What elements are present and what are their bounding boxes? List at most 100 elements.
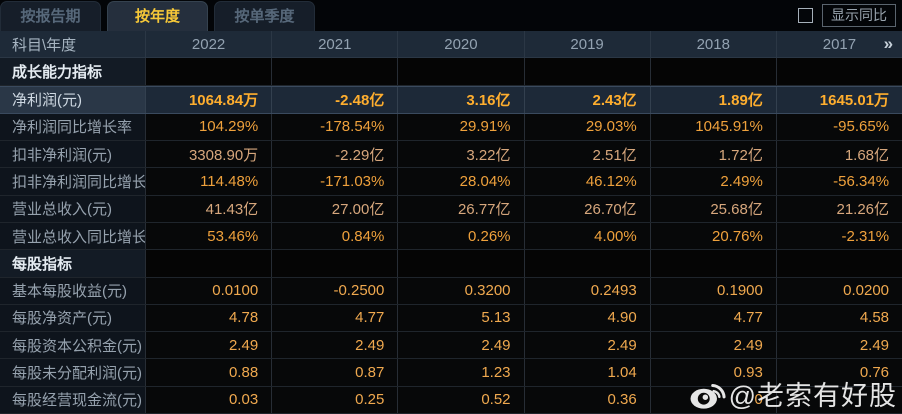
value-cell: 104.29% bbox=[145, 113, 272, 141]
table-row[interactable]: 扣非净利润同比增长率114.48%-171.03%28.04%46.12%2.4… bbox=[0, 168, 902, 196]
value-cell: 4.77 bbox=[649, 304, 776, 332]
more-years-icon[interactable]: » bbox=[883, 34, 894, 54]
value-cell: 0.25 bbox=[271, 386, 398, 413]
value-cell: 1045.91% bbox=[649, 113, 776, 141]
value-cell: 114.48% bbox=[145, 168, 272, 195]
row-label: 扣非净利润(元) bbox=[0, 141, 145, 168]
value-cell bbox=[649, 58, 776, 85]
value-cell: 29.91% bbox=[397, 113, 524, 141]
row-label: 净利润(元) bbox=[0, 86, 145, 113]
value-cell: 4.77 bbox=[271, 304, 398, 332]
value-cell bbox=[271, 250, 398, 277]
row-label: 扣非净利润同比增长率 bbox=[0, 168, 145, 195]
show-yoy-button[interactable]: 显示同比 bbox=[822, 4, 896, 27]
value-cell: 53.46% bbox=[145, 222, 272, 250]
value-cell bbox=[397, 250, 524, 277]
table-row[interactable]: 基本每股收益(元) 0.0100 -0.2500 0.3200 0.2493 0.1900… bbox=[0, 277, 902, 305]
value-cell: -2.48亿 bbox=[271, 86, 398, 113]
value-cell: 0.76 bbox=[775, 359, 902, 386]
value-cell: 0.2493 bbox=[523, 277, 650, 304]
value-cell: -0.2500 bbox=[271, 277, 398, 304]
value-cell: 1.23 bbox=[397, 359, 524, 386]
value-cell: 29.03% bbox=[523, 113, 650, 141]
value-cell: 4.00% bbox=[523, 222, 650, 250]
row-label: 成长能力指标 bbox=[0, 58, 145, 85]
value-cell: 1645.01万 bbox=[775, 86, 902, 113]
value-cell: 0.93 bbox=[649, 359, 776, 386]
row-label: 营业总收入(元) bbox=[0, 195, 145, 222]
value-cell: 25.68亿 bbox=[649, 195, 776, 222]
table-row[interactable]: 净利润(元) 1064.84万 -2.48亿 3.16亿 2.43亿 1.89亿 1645.… bbox=[0, 85, 902, 114]
value-cell: 1.89亿 bbox=[649, 86, 776, 113]
value-cell: 20.76% bbox=[649, 222, 776, 250]
tab-by-report-period[interactable]: 按报告期 bbox=[0, 1, 101, 31]
value-cell: 2.49 bbox=[271, 332, 398, 359]
value-cell: 26.70亿 bbox=[523, 195, 650, 222]
value-cell: 0.1900 bbox=[649, 277, 776, 304]
value-cell: 0.0100 bbox=[145, 277, 272, 304]
value-cell bbox=[397, 58, 524, 85]
table-row[interactable]: 扣非净利润(元) 3308.90万 -2.29亿 3.22亿 2.51亿 1.72亿 1.6… bbox=[0, 141, 902, 169]
table-row[interactable]: 净利润同比增长率 104.29% -178.54% 29.91% 29.03% 1045.… bbox=[0, 113, 902, 142]
value-cell: 5.13 bbox=[397, 304, 524, 332]
row-label: 基本每股收益(元) bbox=[0, 277, 145, 304]
table-row[interactable]: 每股经营现金流(元) 0.03 0.25 0.52 0.36 0 bbox=[0, 386, 902, 414]
value-cell bbox=[145, 58, 272, 85]
value-cell bbox=[145, 250, 272, 277]
corner-header: 科目\年度 bbox=[0, 31, 145, 58]
value-cell: 1.04 bbox=[523, 359, 650, 386]
value-cell: -178.54% bbox=[271, 113, 398, 141]
value-cell: 28.04% bbox=[397, 168, 524, 195]
value-cell bbox=[775, 250, 902, 277]
row-label: 每股经营现金流(元) bbox=[0, 386, 145, 413]
table-row[interactable]: 每股净资产(元) 4.78 4.77 5.13 4.90 4.77 4.58 bbox=[0, 304, 902, 333]
value-cell: 3.16亿 bbox=[397, 86, 524, 113]
value-cell: 0 bbox=[649, 386, 776, 413]
table-row[interactable]: 每股未分配利润(元) 0.88 0.87 1.23 1.04 0.93 0.76 bbox=[0, 359, 902, 387]
value-cell: 4.78 bbox=[145, 304, 272, 332]
year-header: 2021 bbox=[271, 31, 398, 58]
financial-table: 科目\年度 2022 2021 2020 2019 2018 2017» 成长能力指标 净利… bbox=[0, 31, 902, 414]
value-cell: 3.22亿 bbox=[397, 141, 524, 168]
tab-by-year[interactable]: 按年度 bbox=[107, 1, 208, 31]
value-cell: 1.72亿 bbox=[649, 141, 776, 168]
year-header: 2017» bbox=[775, 31, 902, 58]
value-cell: 0.0200 bbox=[775, 277, 902, 304]
value-cell bbox=[775, 386, 902, 413]
value-cell: 0.84% bbox=[271, 222, 398, 250]
value-cell: 0.3200 bbox=[397, 277, 524, 304]
value-cell bbox=[775, 58, 902, 85]
value-cell bbox=[649, 250, 776, 277]
value-cell: -2.31% bbox=[775, 222, 902, 250]
value-cell bbox=[271, 58, 398, 85]
table-row[interactable]: 营业总收入(元) 41.43亿 27.00亿 26.77亿 26.70亿 25.68亿 21… bbox=[0, 195, 902, 223]
year-header: 2019 bbox=[523, 31, 650, 58]
row-label: 营业总收入同比增长率 bbox=[0, 222, 145, 250]
period-tabbar: 按报告期 按年度 按单季度 显示同比 bbox=[0, 0, 902, 31]
value-cell: 1064.84万 bbox=[145, 86, 272, 113]
row-label: 每股未分配利润(元) bbox=[0, 359, 145, 386]
value-cell: -171.03% bbox=[271, 168, 398, 195]
value-cell: 2.51亿 bbox=[523, 141, 650, 168]
value-cell: 2.43亿 bbox=[523, 86, 650, 113]
tab-by-single-quarter[interactable]: 按单季度 bbox=[214, 1, 315, 31]
section-row: 每股指标 bbox=[0, 250, 902, 278]
value-cell: 0.52 bbox=[397, 386, 524, 413]
value-cell: 27.00亿 bbox=[271, 195, 398, 222]
table-row[interactable]: 营业总收入同比增长率53.46%0.84%0.26%4.00%20.76%-2.… bbox=[0, 222, 902, 251]
value-cell: 0.26% bbox=[397, 222, 524, 250]
value-cell: 46.12% bbox=[523, 168, 650, 195]
year-header: 2020 bbox=[397, 31, 524, 58]
value-cell bbox=[523, 250, 650, 277]
value-cell: 41.43亿 bbox=[145, 195, 272, 222]
value-cell: 3308.90万 bbox=[145, 141, 272, 168]
value-cell: -56.34% bbox=[775, 168, 902, 195]
table-row[interactable]: 每股资本公积金(元) 2.49 2.49 2.49 2.49 2.49 2.49 bbox=[0, 332, 902, 360]
value-cell: 2.49 bbox=[397, 332, 524, 359]
year-header: 2018 bbox=[649, 31, 776, 58]
show-yoy-checkbox[interactable] bbox=[798, 8, 813, 23]
value-cell: 4.90 bbox=[523, 304, 650, 332]
value-cell: 2.49 bbox=[649, 332, 776, 359]
value-cell bbox=[523, 58, 650, 85]
value-cell: 1.68亿 bbox=[775, 141, 902, 168]
